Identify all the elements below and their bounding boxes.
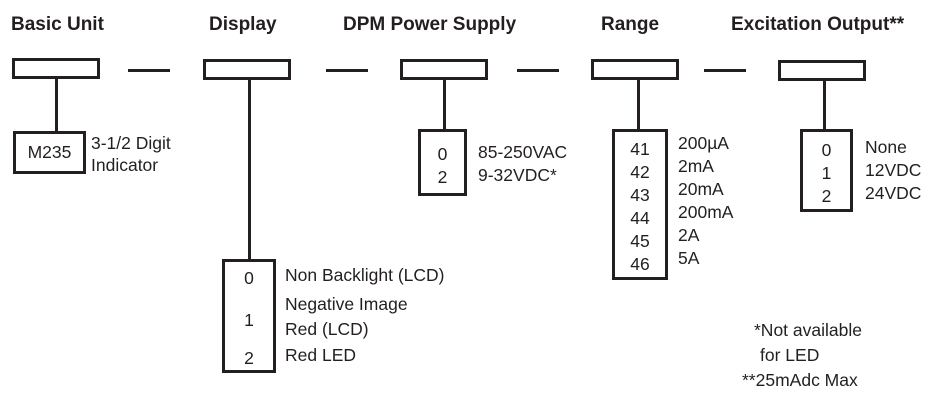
label: 85-250VAC <box>478 142 568 162</box>
display-label: Non Backlight (LCD) <box>285 265 445 285</box>
slot-display <box>203 59 291 80</box>
label: 24VDC <box>865 183 922 203</box>
connector-line <box>823 80 826 131</box>
excitation-codes: 0 1 2 <box>803 139 850 208</box>
heading-basic-unit: Basic Unit <box>11 14 104 35</box>
label: 12VDC <box>865 160 922 180</box>
basic-unit-code: M235 <box>13 131 86 174</box>
separator-dash <box>704 69 746 72</box>
footnote: **25mAdc Max <box>742 370 858 390</box>
code: 1 <box>244 310 254 330</box>
connector-line <box>248 79 251 261</box>
code: 45 <box>630 231 650 251</box>
slot-power <box>400 59 488 80</box>
label: None <box>865 137 907 157</box>
display-label: Negative Image <box>285 294 408 314</box>
code: 2 <box>437 167 448 187</box>
separator-dash <box>128 69 170 72</box>
code: 41 <box>630 139 650 159</box>
excitation-code-box: 0 1 2 <box>800 129 853 212</box>
label: 2mA <box>678 156 714 176</box>
desc-line: Indicator <box>91 155 159 175</box>
connector-line <box>55 78 58 132</box>
power-labels: 85-250VAC 9-32VDC* <box>478 141 567 187</box>
excitation-labels: None 12VDC 24VDC <box>865 136 921 205</box>
basic-unit-desc: 3-1/2 Digit Indicator <box>91 132 171 176</box>
code: 0 <box>437 144 448 164</box>
heading-power-supply: DPM Power Supply <box>343 14 517 35</box>
range-code-box: 41 42 43 44 45 46 <box>612 129 668 280</box>
separator-dash <box>517 69 559 72</box>
display-label: Red LED <box>285 345 357 365</box>
display-code-box: 0 1 2 <box>222 259 276 373</box>
code: 2 <box>244 348 254 368</box>
label: 200µA <box>678 133 729 153</box>
code: 2 <box>821 186 832 206</box>
range-labels: 200µA 2mA 20mA 200mA 2A 5A <box>678 132 733 270</box>
connector-line <box>443 79 446 131</box>
connector-line <box>637 79 640 131</box>
slot-range <box>591 59 679 80</box>
heading-excitation: Excitation Output** <box>731 14 905 35</box>
range-codes: 41 42 43 44 45 46 <box>615 138 665 276</box>
heading-range: Range <box>601 14 660 35</box>
code: 0 <box>244 268 254 288</box>
footnote: *Not available <box>754 320 862 340</box>
heading-display: Display <box>209 14 277 35</box>
slot-excitation <box>778 60 866 81</box>
slot-basic-unit <box>12 58 100 79</box>
label: 20mA <box>678 179 724 199</box>
code: 44 <box>630 208 650 228</box>
label: 5A <box>678 248 700 268</box>
code: 1 <box>821 163 832 183</box>
display-label: Red (LCD) <box>285 319 369 339</box>
footnote: for LED <box>760 345 820 365</box>
code: 0 <box>821 140 832 160</box>
desc-line: 3-1/2 Digit <box>91 133 171 153</box>
label: 2A <box>678 225 700 245</box>
code: 42 <box>630 162 650 182</box>
label: 200mA <box>678 202 734 222</box>
label: 9-32VDC* <box>478 165 557 185</box>
code: 46 <box>630 254 650 274</box>
code: 43 <box>630 185 650 205</box>
separator-dash <box>326 69 368 72</box>
